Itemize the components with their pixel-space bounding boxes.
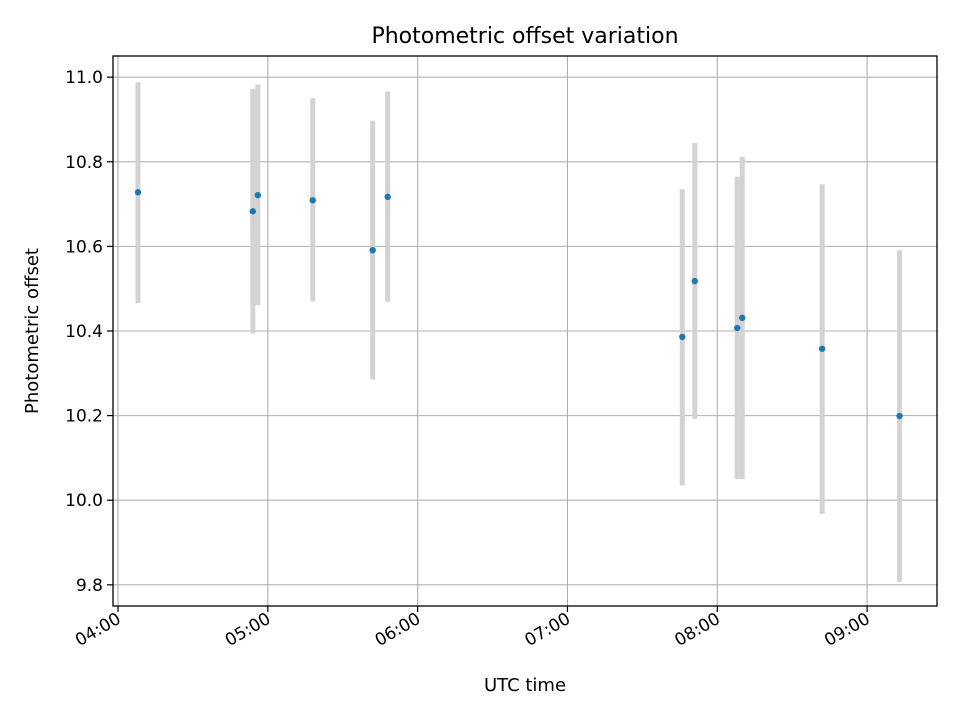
data-point <box>896 412 903 420</box>
y-tick-label: 10.6 <box>65 237 103 257</box>
data-point <box>734 324 741 332</box>
y-tick-label: 11.0 <box>65 68 103 88</box>
data-point <box>384 193 391 201</box>
y-tick-label: 10.4 <box>65 322 103 342</box>
data-point <box>309 197 316 204</box>
data-point <box>818 345 826 352</box>
data-point <box>369 246 376 254</box>
data-point <box>254 191 262 199</box>
data-point <box>739 314 746 322</box>
data-point <box>249 208 257 215</box>
data-point <box>134 189 142 196</box>
data-points <box>134 189 903 420</box>
y-tick-label: 9.8 <box>76 576 103 596</box>
x-axis-label: UTC time <box>484 675 566 696</box>
y-tick-label: 10.8 <box>65 153 103 173</box>
y-axis-label: Photometric offset <box>22 248 43 414</box>
y-tick-label: 10.0 <box>65 491 103 511</box>
data-point <box>691 277 698 285</box>
chart-title: Photometric offset variation <box>371 24 678 49</box>
data-point <box>679 333 686 341</box>
y-axis-ticks: 9.8 10.0 10.2 10.4 10.6 10.8 11.0 <box>65 68 113 596</box>
y-tick-label: 10.2 <box>65 407 103 427</box>
